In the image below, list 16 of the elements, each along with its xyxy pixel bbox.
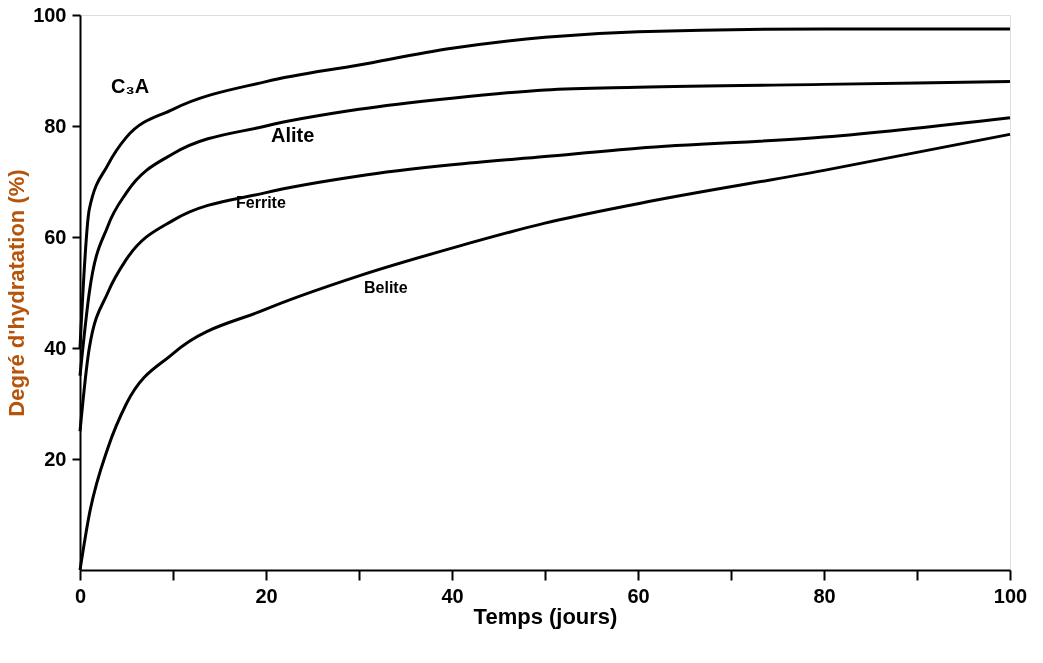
- x-tick-label: 20: [255, 584, 278, 607]
- y-tick-label: 60: [44, 225, 67, 248]
- y-tick-label: 40: [44, 336, 67, 359]
- x-tick-label: 40: [441, 584, 464, 607]
- x-tick-label: 0: [74, 584, 87, 607]
- x-tick-label: 100: [993, 584, 1028, 607]
- x-tick-label: 60: [627, 584, 650, 607]
- x-axis-title: Temps (jours): [473, 603, 618, 629]
- y-tick-label: 20: [44, 447, 67, 470]
- y-tick-label: 100: [33, 3, 67, 26]
- x-tick-label: 80: [813, 584, 836, 607]
- series-label: C₃A: [111, 75, 150, 98]
- y-tick-label: 80: [44, 114, 67, 137]
- series-label: Alite: [271, 124, 315, 146]
- series-label: Belite: [364, 278, 408, 296]
- y-axis-title: Degré d'hydratation (%): [4, 169, 30, 417]
